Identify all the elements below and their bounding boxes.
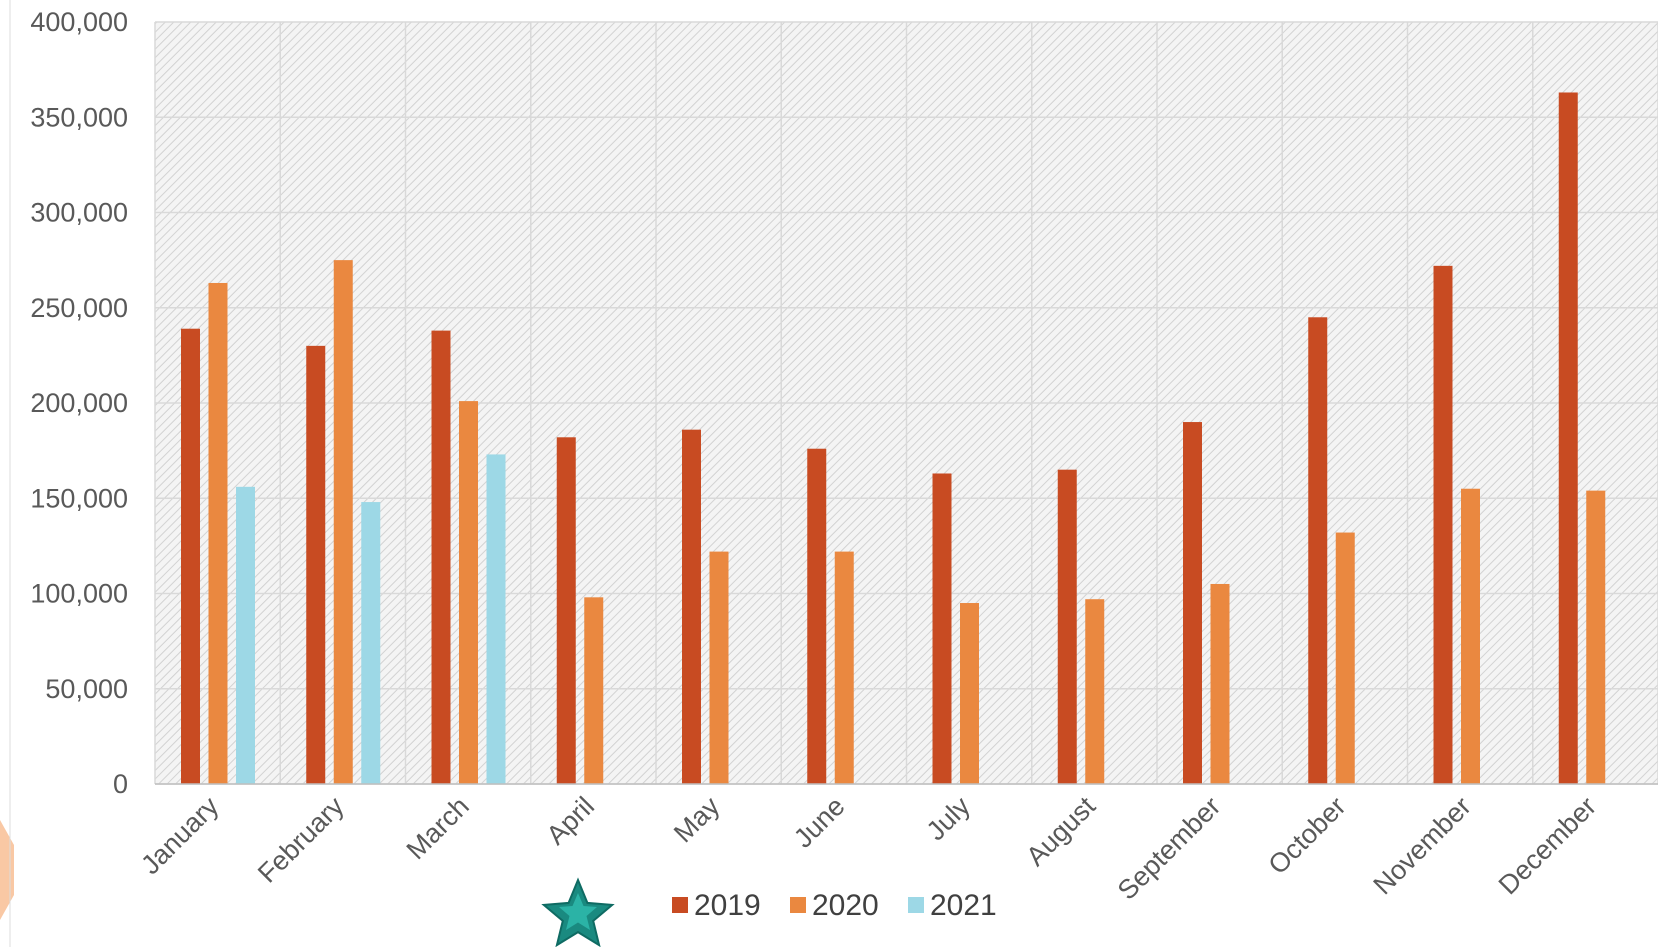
bar-2019-december [1558, 92, 1578, 785]
bar-2020-october [1335, 532, 1355, 784]
star-icon-inner [559, 893, 597, 930]
bar-2019-november [1433, 265, 1453, 785]
gridlines [154, 21, 1658, 785]
legend-label-2021: 2021 [930, 889, 997, 922]
bar-2021-march [486, 454, 506, 784]
bar-2021-february [361, 502, 381, 784]
y-tick-label: 350,000 [30, 102, 128, 132]
bar-2019-february [306, 345, 326, 784]
y-tick-label: 400,000 [30, 7, 128, 37]
bar-2020-may [709, 551, 729, 784]
bar-2019-august [1057, 469, 1077, 784]
bar-2019-july [932, 473, 952, 784]
y-tick-label: 250,000 [30, 293, 128, 323]
bar-2020-april [584, 597, 604, 784]
bar-2020-september [1210, 583, 1230, 784]
legend-swatch-2019 [672, 897, 688, 913]
bar-2019-january [181, 328, 200, 784]
bar-2020-july [960, 603, 979, 784]
bar-2019-october [1308, 317, 1328, 784]
bar-2020-december [1586, 490, 1606, 784]
y-tick-label: 50,000 [45, 674, 128, 704]
legend-swatch-2020 [790, 897, 806, 913]
bar-2020-june [834, 551, 854, 784]
legend-label-2020: 2020 [812, 889, 879, 922]
y-tick-label: 100,000 [30, 579, 128, 609]
bar-2019-june [807, 448, 827, 784]
bar-2019-may [682, 429, 701, 784]
legend-swatch-2021 [908, 897, 924, 913]
bar-2019-march [431, 330, 451, 784]
legend: 2019 2020 2021 [672, 889, 997, 922]
bar-2019-april [556, 437, 576, 784]
bar-2020-february [333, 260, 353, 784]
bar-2021-january [236, 486, 255, 784]
bar-2020-november [1461, 488, 1480, 784]
y-tick-label: 300,000 [30, 198, 128, 228]
legend-label-2019: 2019 [694, 889, 761, 922]
bar-2020-january [208, 282, 228, 784]
y-tick-label: 0 [113, 769, 128, 799]
bar-2020-august [1085, 599, 1105, 784]
y-tick-label: 150,000 [30, 483, 128, 513]
bar-2020-march [459, 401, 478, 784]
y-axis-ticks: 0 50,000 100,000 150,000 200,000 250,000 300,0… [30, 7, 128, 799]
y-tick-label: 200,000 [30, 388, 128, 418]
bars [181, 92, 1606, 785]
bar-2019-september [1183, 422, 1202, 784]
